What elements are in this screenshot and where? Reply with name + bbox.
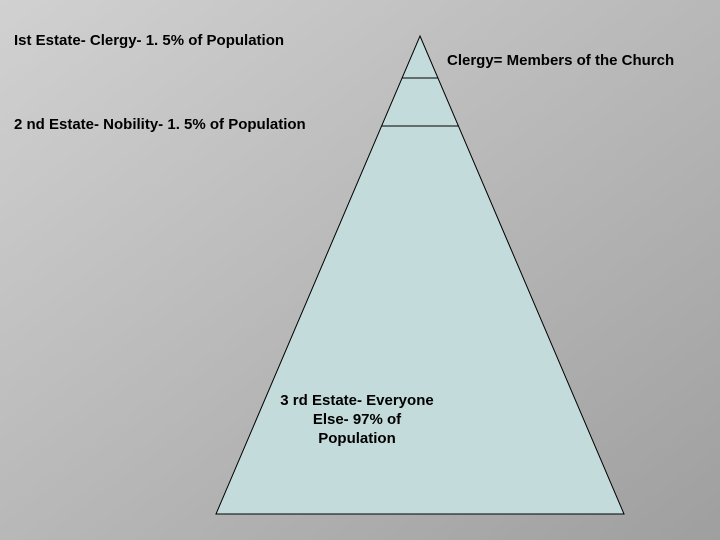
- label-first-estate: Ist Estate- Clergy- 1. 5% of Population: [14, 32, 284, 51]
- label-second-estate: 2 nd Estate- Nobility- 1. 5% of Populati…: [14, 116, 306, 135]
- diagram-canvas: [0, 0, 720, 540]
- label-clergy-definition: Clergy= Members of the Church: [447, 52, 674, 71]
- label-third-estate: 3 rd Estate- EveryoneElse- 97% ofPopulat…: [262, 392, 452, 448]
